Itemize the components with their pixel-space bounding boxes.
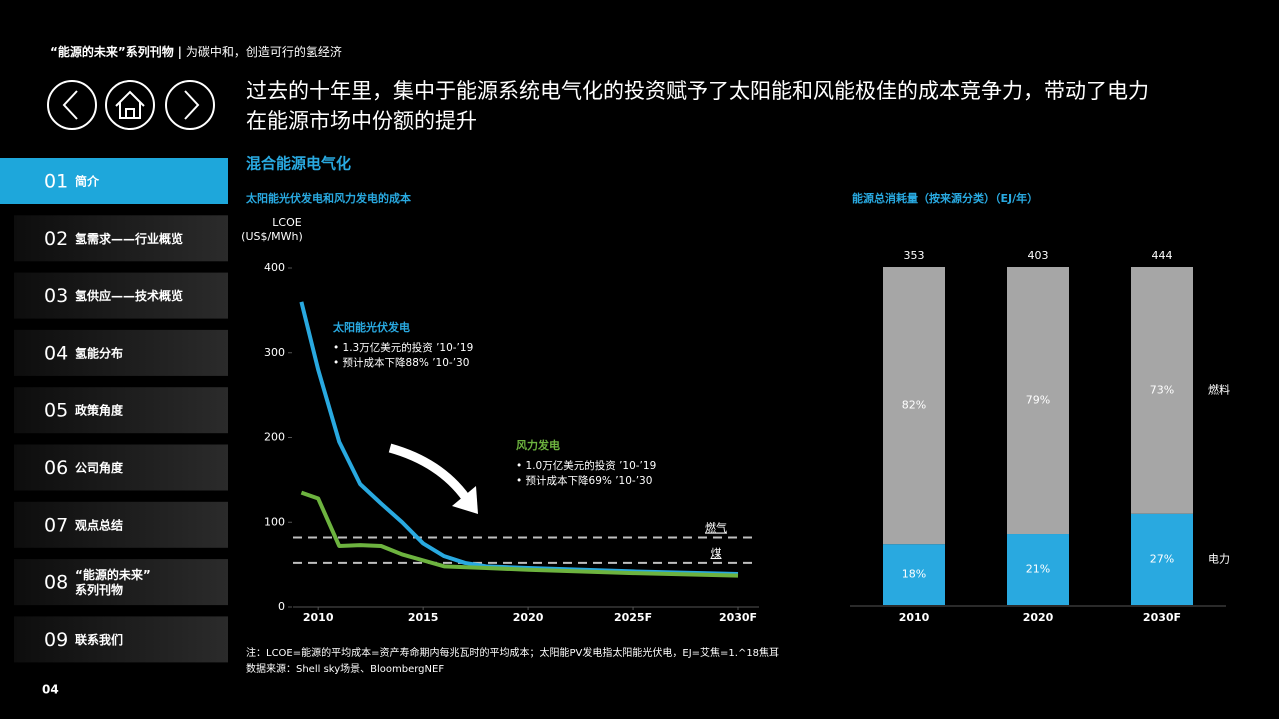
y-tick-label: 300 — [264, 346, 285, 359]
nav-label: 简介 — [75, 174, 100, 189]
x-tick-label: 2020 — [1023, 611, 1054, 624]
nav-number: 03 — [44, 285, 68, 307]
series-title: “能源的未来”系列刊物 — [50, 44, 174, 59]
nav-label: 联系我们 — [75, 632, 123, 647]
separator: | — [178, 45, 182, 59]
total-label: 444 — [1152, 249, 1173, 262]
header: “能源的未来”系列刊物 | 为碳中和，创造可行的氢经济 — [50, 44, 342, 59]
footnote: 注：LCOE=能源的平均成本=资产寿命期内每兆瓦时的平均成本；太阳能PV发电指太… — [246, 646, 779, 659]
reference-label: 煤 — [711, 547, 722, 560]
nav-label: 政策角度 — [75, 403, 124, 418]
bar-segment — [1007, 534, 1069, 605]
subtitle: 为碳中和，创造可行的氢经济 — [186, 44, 342, 59]
x-tick-label: 2010 — [303, 611, 334, 624]
page-number: 04 — [42, 683, 59, 697]
back-button[interactable] — [47, 80, 97, 130]
series-label: 燃料 — [1208, 382, 1230, 396]
series-label: 风力发电 — [516, 438, 560, 452]
x-tick-label: 2020 — [513, 611, 544, 624]
bar-segment — [883, 544, 945, 605]
nav-item[interactable] — [14, 329, 228, 376]
nav-item[interactable] — [14, 559, 228, 606]
nav-number: 08 — [44, 572, 68, 594]
sidebar: 01 简介 02 氢需求——行业概览 03 氢供应——技术概览 04 氢能分布 05 政策角度 06… — [0, 158, 228, 663]
nav-label: 氢能分布 — [75, 345, 123, 360]
reference-label: 燃气 — [705, 521, 727, 535]
y-tick-label: 0 — [278, 600, 285, 613]
y-axis-label: LCOE — [272, 216, 301, 229]
nav-label: “能源的未来” — [75, 567, 151, 582]
footnote: 数据来源：Shell sky场景、BloombergNEF — [246, 662, 444, 675]
home-button[interactable] — [105, 80, 155, 130]
series-label: 太阳能光伏发电 — [332, 320, 410, 334]
annotation: • 1.0万亿美元的投资 ’10-’19 — [516, 459, 656, 472]
trend-arrow-head — [452, 486, 478, 514]
x-tick-label: 2030F — [1143, 611, 1181, 624]
value-label: 21% — [1026, 563, 1050, 576]
nav-label: 系列刊物 — [75, 582, 123, 597]
bar-segment — [883, 267, 945, 545]
nav-item[interactable] — [14, 501, 228, 548]
headline: 在能源市场中份额的提升 — [246, 109, 477, 133]
nav-item[interactable] — [14, 272, 228, 319]
annotation: • 1.3万亿美元的投资 ’10-’19 — [333, 341, 473, 354]
nav-label: 观点总结 — [75, 517, 123, 532]
trend-arrow — [388, 443, 470, 501]
y-axis-label: (US$/MWh) — [241, 230, 303, 243]
total-label: 353 — [904, 249, 925, 262]
bar-segment — [1131, 267, 1193, 514]
annotation: • 预计成本下降69% ’10-’30 — [516, 474, 652, 487]
nav-label: 氢供应——技术概览 — [75, 288, 183, 303]
nav-item[interactable] — [14, 616, 228, 663]
nav-number: 04 — [44, 342, 68, 364]
nav-item[interactable] — [14, 215, 228, 262]
section-title: 混合能源电气化 — [246, 155, 351, 173]
nav-label: 公司角度 — [75, 460, 124, 475]
nav-item[interactable] — [0, 158, 228, 204]
y-tick-label: 100 — [264, 515, 285, 528]
y-tick-label: 400 — [264, 261, 285, 274]
nav-number: 02 — [44, 228, 68, 250]
nav-number: 07 — [44, 514, 68, 536]
headline: 过去的十年里，集中于能源系统电气化的投资赋予了太阳能和风能极佳的成本竞争力，带动… — [246, 79, 1149, 103]
nav-number: 09 — [44, 629, 68, 651]
chart-title: 太阳能光伏发电和风力发电的成本 — [245, 191, 411, 205]
x-tick-label: 2015 — [408, 611, 439, 624]
x-tick-label: 2010 — [899, 611, 930, 624]
bar-segment — [1131, 513, 1193, 605]
nav-item[interactable] — [14, 444, 228, 491]
annotation: • 预计成本下降88% ’10-’30 — [333, 356, 469, 369]
nav-icons — [47, 80, 215, 130]
y-tick-label: 200 — [264, 431, 285, 444]
nav-label: 氢需求——行业概览 — [75, 231, 183, 246]
nav-number: 06 — [44, 457, 68, 479]
line-series — [300, 490, 739, 578]
x-tick-label: 2025F — [614, 611, 652, 624]
series-label: 电力 — [1208, 552, 1230, 565]
nav-number: 01 — [44, 171, 68, 193]
forward-button[interactable] — [165, 80, 215, 130]
value-label: 82% — [902, 399, 926, 412]
value-label: 73% — [1150, 383, 1174, 396]
chart-title: 能源总消耗量（按来源分类）（EJ/年） — [852, 191, 1038, 205]
value-label: 18% — [902, 568, 926, 581]
bar-segment — [1007, 267, 1069, 535]
nav-item[interactable] — [14, 387, 228, 434]
total-label: 403 — [1028, 249, 1049, 262]
value-label: 27% — [1150, 552, 1174, 565]
nav-number: 05 — [44, 400, 68, 422]
x-tick-label: 2030F — [719, 611, 757, 624]
value-label: 79% — [1026, 394, 1050, 407]
